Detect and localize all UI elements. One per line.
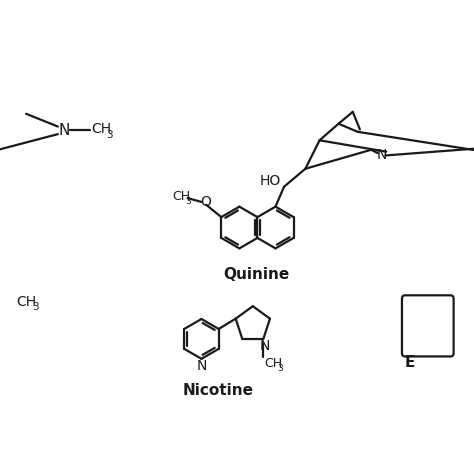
Text: HO: HO: [259, 174, 281, 188]
Text: O: O: [201, 195, 211, 209]
Text: CH: CH: [172, 190, 190, 203]
Text: 3: 3: [278, 364, 283, 373]
Text: CH: CH: [17, 295, 36, 310]
Text: N: N: [196, 359, 207, 374]
Text: 3: 3: [106, 130, 113, 140]
Text: CH: CH: [264, 357, 283, 370]
Text: Nicotine: Nicotine: [182, 383, 254, 398]
Text: N: N: [58, 123, 70, 138]
Text: N: N: [376, 148, 387, 163]
Text: 3: 3: [32, 302, 38, 312]
Text: N: N: [259, 339, 270, 353]
Text: E: E: [405, 355, 415, 370]
Text: 3: 3: [185, 198, 191, 206]
Text: Quinine: Quinine: [223, 267, 289, 283]
Text: CH: CH: [91, 122, 111, 137]
